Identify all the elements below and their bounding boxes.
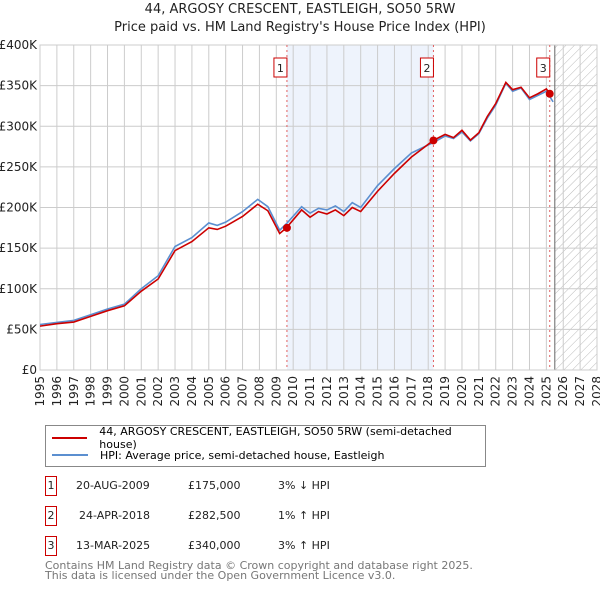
x-tick-label: 2025 [539,376,553,407]
sale-label-box [419,57,434,78]
x-tick-label: 2005 [202,376,216,407]
y-tick-label: £350K [0,79,38,93]
y-tick-label: £0 [22,363,37,377]
x-tick-label: 2015 [371,376,385,407]
legend-label: 44, ARGOSY CRESCENT, EASTLEIGH, SO50 5RW… [99,425,452,451]
x-tick-label: 2008 [252,376,266,407]
sale-label: 1 [277,62,284,75]
y-tick-label: £150K [0,241,38,255]
x-tick-label: 2024 [522,376,536,407]
y-tick-label: £200K [0,201,38,215]
sale-point [429,136,438,145]
sale-date: 13-MAR-2025 [76,539,151,552]
legend-swatch-blue [52,454,88,456]
x-tick-label: 1997 [67,376,81,407]
sale-label: 3 [540,62,547,75]
sale-price: £340,000 [188,539,241,552]
y-tick-label: £400K [0,38,38,52]
x-tick-label: 2020 [455,376,469,407]
x-tick-label: 1998 [84,376,98,407]
legend-item-price: 44, ARGOSY CRESCENT, EASTLEIGH, SO50 5RW… [52,425,485,451]
sale-hpi: 3% ↑ HPI [278,539,330,552]
sale-hpi: 1% ↑ HPI [278,509,330,522]
sale-row: 1 20-AUG-2009 £175,000 3% ↓ HPI [45,476,445,496]
x-tick-label: 2028 [590,376,600,407]
x-tick-label: 2009 [269,376,283,407]
sale-label: 2 [423,62,430,75]
x-tick-label: 2011 [303,376,317,407]
y-tick-label: £50K [6,322,38,336]
sale-date: 20-AUG-2009 [76,479,150,492]
chart-subtitle: Price paid vs. HM Land Registry's House … [114,20,486,35]
x-tick-label: 2016 [387,376,401,407]
x-tick-label: 2018 [421,376,435,407]
x-tick-label: 2023 [506,376,520,407]
sale-row: 3 13-MAR-2025 £340,000 3% ↑ HPI [45,536,445,556]
footer-line: This data is licensed under the Open Gov… [45,569,396,582]
sale-label-box [273,57,288,78]
sale-row: 2 24-APR-2018 £282,500 1% ↑ HPI [45,506,445,526]
footer-line: Contains HM Land Registry data © Crown c… [45,559,473,572]
x-tick-label: 2022 [489,376,503,407]
chart-title: 44, ARGOSY CRESCENT, EASTLEIGH, SO50 5RW [144,2,456,17]
series-line-hpi [39,81,554,326]
sale-price: £282,500 [188,509,241,522]
x-tick-label: 2001 [134,376,148,407]
x-tick-label: 2000 [117,376,131,407]
x-tick-label: 2019 [438,376,452,407]
sale-number: 2 [45,506,57,526]
x-tick-label: 1996 [50,376,64,407]
x-tick-label: 2027 [573,376,587,407]
sale-point [545,89,554,98]
series-line-price [39,80,551,327]
x-tick-label: 2006 [219,376,233,407]
x-tick-label: 2004 [185,376,199,407]
x-tick-label: 1999 [101,376,115,407]
y-tick-label: £250K [0,160,38,174]
x-tick-label: 1995 [33,376,47,407]
x-tick-label: 2013 [337,376,351,407]
plot-frame [39,44,598,371]
x-tick-label: 2014 [354,376,368,407]
legend-swatch-red [52,437,88,439]
sale-price: £175,000 [188,479,241,492]
sale-hpi: 3% ↓ HPI [278,479,330,492]
sale-number: 3 [45,536,57,556]
x-tick-label: 2017 [404,376,418,407]
x-tick-label: 2002 [151,376,165,407]
x-tick-label: 2007 [236,376,250,407]
plot-area: 1995 1996 1997 1998 1999 2000 2001 2002 2003 2004… [0,38,600,407]
x-tick-label: 2003 [168,376,182,407]
x-tick-label: 2021 [472,376,486,407]
x-tick-label: 2010 [286,376,300,407]
legend-label: HPI: Average price, semi-detached house,… [100,448,385,462]
sale-label-box [536,57,551,78]
sale-number: 1 [45,476,57,496]
legend-item-hpi: HPI: Average price, semi-detached house,… [52,447,384,463]
footer: Contains HM Land Registry data © Crown c… [45,559,473,582]
x-tick-label: 2012 [320,376,334,407]
legend: 44, ARGOSY CRESCENT, EASTLEIGH, SO50 5RW… [45,425,486,467]
x-tick-label: 2026 [556,376,570,407]
y-tick-label: £100K [0,282,38,296]
sale-point [282,223,291,232]
sale-date: 24-APR-2018 [79,509,151,522]
y-tick-label: £300K [0,119,38,133]
